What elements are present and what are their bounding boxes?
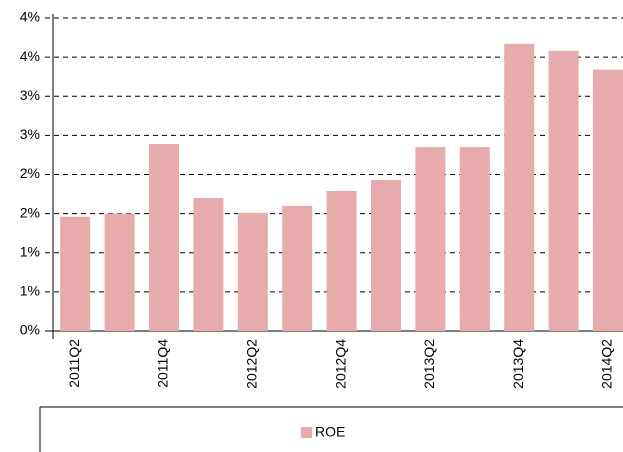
x-tick-label: 2012Q4 bbox=[332, 339, 348, 389]
x-tick-label: 2011Q4 bbox=[155, 339, 171, 388]
bar bbox=[548, 50, 579, 332]
y-tick-label: 4% bbox=[20, 48, 40, 64]
y-tick-label: 0% bbox=[20, 322, 40, 338]
y-tick-label: 2% bbox=[20, 204, 40, 220]
bar bbox=[415, 147, 446, 331]
y-tick-label: 4% bbox=[20, 9, 40, 25]
x-tick-label: 2012Q2 bbox=[244, 339, 260, 389]
y-tick-label: 3% bbox=[20, 87, 40, 103]
bar bbox=[282, 205, 313, 331]
x-tick-label: 2013Q4 bbox=[510, 339, 526, 389]
y-tick-label: 3% bbox=[20, 126, 40, 142]
bar bbox=[326, 190, 357, 331]
bar bbox=[104, 213, 135, 331]
bar bbox=[60, 216, 91, 331]
y-tick-label: 2% bbox=[20, 165, 40, 181]
x-tick-label: 2011Q2 bbox=[66, 339, 82, 388]
x-tick-label: 2013Q2 bbox=[421, 339, 437, 389]
y-tick-label: 1% bbox=[20, 243, 40, 259]
bar bbox=[371, 179, 401, 331]
bar bbox=[149, 143, 179, 331]
bar bbox=[504, 43, 535, 331]
y-tick-label: 1% bbox=[20, 283, 40, 299]
x-tick-label: 2014Q2 bbox=[599, 339, 615, 389]
bar bbox=[193, 197, 224, 331]
bar bbox=[593, 69, 623, 332]
legend-label: ROE bbox=[315, 424, 345, 440]
legend-swatch bbox=[301, 427, 312, 438]
bar bbox=[237, 212, 268, 331]
bar bbox=[459, 147, 490, 331]
